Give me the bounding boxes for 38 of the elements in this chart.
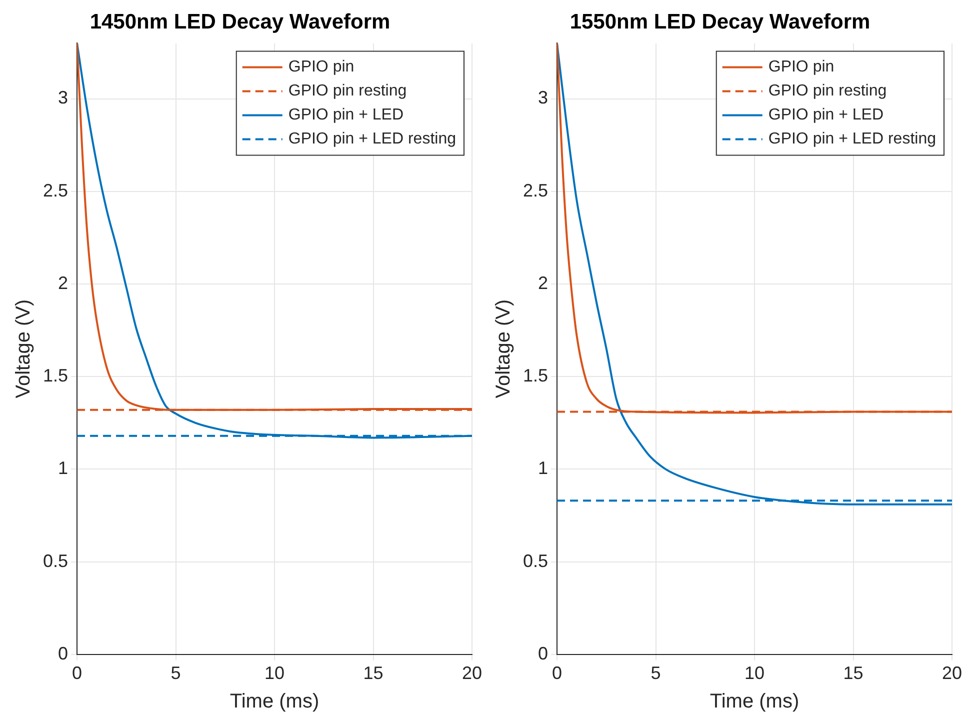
legend-label: GPIO pin [288, 58, 354, 76]
legend-label: GPIO pin + LED resting [288, 130, 456, 148]
x-tick-label: 5 [170, 663, 181, 684]
x-tick-label: 0 [72, 663, 82, 684]
x-tick-label: 20 [942, 663, 962, 684]
legend-label: GPIO pin [768, 58, 834, 76]
y-tick-label: 0.5 [522, 550, 548, 571]
y-tick-label: 2 [58, 272, 68, 293]
chart-title: 1550nm LED Decay Waveform [570, 10, 870, 34]
y-tick-label: 1.5 [42, 366, 68, 386]
y-tick-label: 2 [538, 272, 548, 293]
y-axis-title: Voltage (V) [12, 299, 35, 398]
y-tick-label: 0 [538, 643, 548, 664]
x-tick-label: 20 [462, 663, 482, 684]
y-tick-label: 3 [58, 88, 68, 108]
y-tick-label: 0 [58, 643, 68, 664]
x-tick-label: 15 [363, 663, 384, 684]
y-tick-label: 1 [58, 458, 68, 478]
x-axis-title: Time (ms) [230, 690, 320, 713]
y-axis-title: Voltage (V) [492, 299, 515, 398]
x-axis-title: Time (ms) [710, 690, 800, 713]
x-tick-label: 15 [843, 663, 864, 684]
y-tick-label: 1.5 [522, 366, 548, 386]
x-tick-label: 10 [744, 663, 765, 684]
y-tick-label: 2.5 [42, 180, 68, 200]
y-tick-label: 0.5 [42, 550, 68, 571]
legend-label: GPIO pin resting [288, 82, 407, 100]
legend-label: GPIO pin resting [768, 82, 887, 100]
legend-label: GPIO pin + LED [288, 106, 404, 124]
x-tick-label: 10 [264, 663, 285, 684]
y-tick-label: 2.5 [522, 180, 548, 200]
x-tick-label: 5 [650, 663, 661, 684]
legend-label: GPIO pin + LED [768, 106, 884, 124]
x-tick-label: 0 [552, 663, 562, 684]
y-tick-label: 1 [538, 458, 548, 478]
legend-label: GPIO pin + LED resting [768, 130, 936, 148]
y-tick-label: 3 [538, 88, 548, 108]
chart-title: 1450nm LED Decay Waveform [90, 10, 390, 34]
